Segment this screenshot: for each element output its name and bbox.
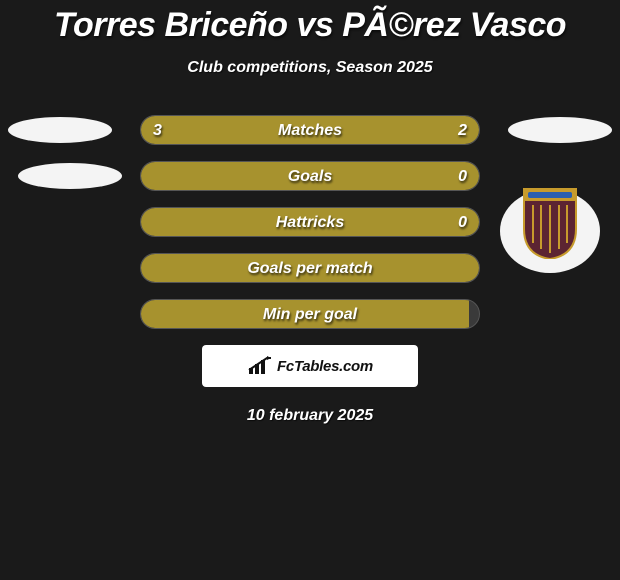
player-left-photo-2 (18, 163, 122, 189)
player-right-photo-1 (508, 117, 612, 143)
bar-track: 3 Matches 2 (140, 115, 480, 145)
stat-row-hattricks: Hattricks 0 (0, 207, 620, 237)
brand-logo-box: FcTables.com (202, 345, 418, 387)
stat-row-mpg: Min per goal (0, 299, 620, 329)
stat-value-right: 0 (458, 162, 467, 191)
page-title: Torres Briceño vs PÃ©rez Vasco (0, 0, 620, 45)
stat-label: Matches (141, 116, 479, 145)
stat-label: Min per goal (141, 300, 479, 329)
stat-label: Goals (141, 162, 479, 191)
brand-text: FcTables.com (277, 358, 373, 375)
stat-row-matches: 3 Matches 2 (0, 115, 620, 145)
stat-row-gpm: Goals per match (0, 253, 620, 283)
bar-track: Goals 0 (140, 161, 480, 191)
bar-track: Goals per match (140, 253, 480, 283)
bar-track: Min per goal (140, 299, 480, 329)
stats-block: 3 Matches 2 Goals 0 (0, 115, 620, 329)
stat-value-right: 2 (458, 116, 467, 145)
stat-row-goals: Goals 0 (0, 161, 620, 191)
chart-icon (247, 356, 271, 376)
page-subtitle: Club competitions, Season 2025 (0, 59, 620, 77)
stat-label: Goals per match (141, 254, 479, 283)
stat-label: Hattricks (141, 208, 479, 237)
stat-value-right: 0 (458, 208, 467, 237)
date-text: 10 february 2025 (0, 407, 620, 425)
player-left-photo-1 (8, 117, 112, 143)
bar-track: Hattricks 0 (140, 207, 480, 237)
